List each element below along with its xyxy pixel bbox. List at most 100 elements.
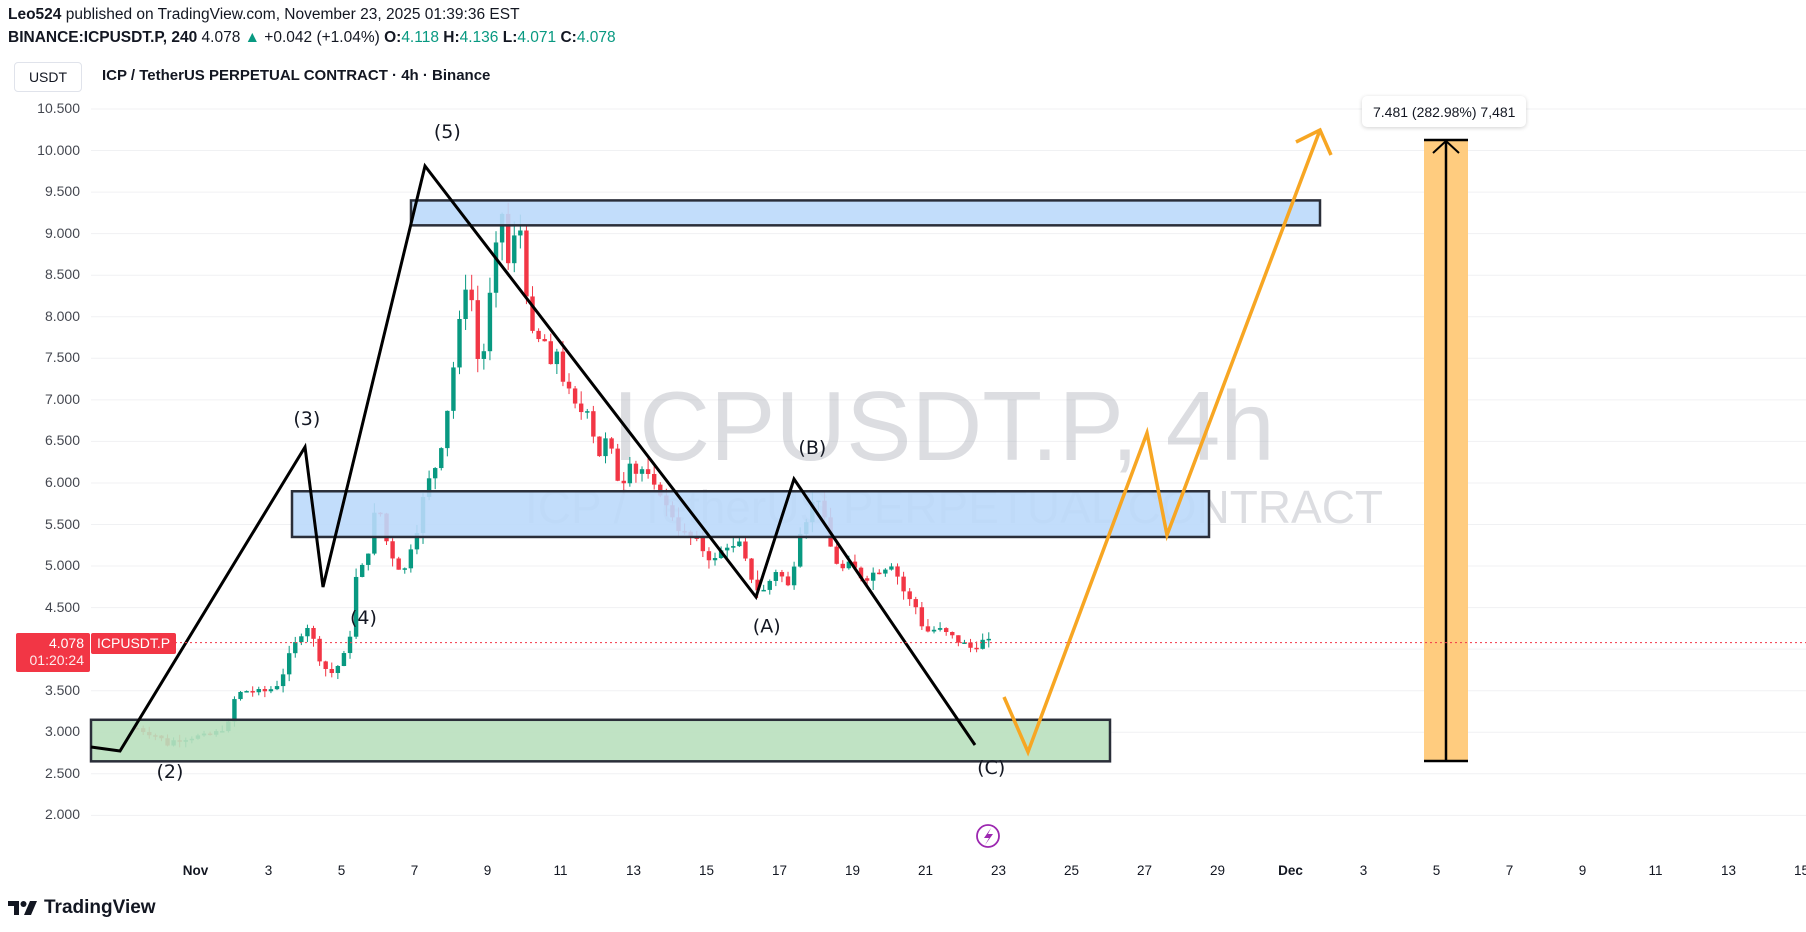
candle-body bbox=[426, 478, 432, 497]
candle-body bbox=[950, 632, 955, 636]
candle-body bbox=[895, 566, 900, 577]
price-axis-label: 7.500 bbox=[44, 349, 80, 366]
candle-body bbox=[475, 300, 480, 359]
price-change: +0.042 (+1.04%) bbox=[264, 29, 380, 46]
candle-body bbox=[359, 564, 365, 577]
projection-path bbox=[1002, 129, 1322, 757]
time-axis-label: 13 bbox=[625, 863, 642, 878]
last-price: 4.078 bbox=[201, 29, 241, 46]
candle-body bbox=[548, 341, 553, 365]
wave-label: (A) bbox=[753, 616, 781, 638]
author[interactable]: Leo524 bbox=[8, 6, 62, 23]
candle-body bbox=[931, 629, 937, 632]
published-text: published on TradingView.com, November 2… bbox=[65, 6, 520, 23]
candle-body bbox=[870, 572, 876, 581]
candle-body bbox=[402, 568, 407, 570]
time-axis-label: 21 bbox=[917, 863, 934, 878]
wave-label: (C) bbox=[977, 757, 1005, 779]
candle-body bbox=[353, 576, 359, 637]
candle-body bbox=[913, 599, 918, 608]
tradingview-logo[interactable]: TradingView bbox=[8, 897, 156, 919]
close-value: 4.078 bbox=[576, 29, 616, 46]
candle-body bbox=[755, 579, 760, 591]
candle-body bbox=[718, 550, 724, 559]
candle-body bbox=[609, 438, 614, 449]
candle-body bbox=[366, 553, 371, 565]
candle-body bbox=[603, 438, 608, 457]
candle-body bbox=[651, 474, 657, 485]
candle-body bbox=[408, 549, 414, 569]
time-axis-label: 15 bbox=[1793, 863, 1806, 878]
price-axis-label: 8.000 bbox=[44, 307, 80, 324]
candle-body bbox=[840, 563, 845, 569]
symbol-price-label: ICPUSDT.P bbox=[91, 633, 177, 654]
candle-body bbox=[591, 411, 596, 437]
candle-body bbox=[962, 642, 967, 644]
candle-body bbox=[262, 689, 268, 692]
candle-body bbox=[286, 653, 292, 675]
currency-button[interactable]: USDT bbox=[14, 62, 82, 92]
price-axis-label: 8.500 bbox=[44, 266, 80, 283]
candle-body bbox=[414, 533, 420, 550]
open-label: O: bbox=[384, 29, 402, 46]
tradingview-logo-icon bbox=[8, 901, 37, 915]
candle-body bbox=[889, 566, 894, 570]
time-axis-label: 5 bbox=[1432, 863, 1441, 878]
time-axis-label: 11 bbox=[1648, 863, 1663, 878]
support-zone bbox=[89, 718, 1112, 763]
time-axis-label: 9 bbox=[1578, 863, 1587, 878]
candle-body bbox=[901, 576, 906, 592]
price-axis-label: 6.500 bbox=[44, 432, 80, 449]
candle-body bbox=[432, 468, 438, 479]
candle-body bbox=[341, 653, 347, 666]
candle-body bbox=[323, 661, 328, 669]
time-axis-label: 29 bbox=[1209, 863, 1226, 878]
price-axis-label: 3.500 bbox=[44, 681, 80, 698]
time-axis-label: 3 bbox=[264, 863, 273, 878]
time-axis-label: Dec bbox=[1278, 863, 1303, 878]
candle-body bbox=[445, 410, 450, 449]
candle-body bbox=[980, 639, 985, 649]
price-axis-label: 2.000 bbox=[44, 806, 80, 823]
candle-body bbox=[639, 469, 645, 474]
watermark-symbol: ICPUSDT.P, 4h bbox=[612, 371, 1275, 481]
symbol-info-line: BINANCE:ICPUSDT.P, 240 4.078 ▲ +0.042 (+… bbox=[8, 29, 616, 47]
time-axis-label: 17 bbox=[771, 863, 788, 878]
candle-body bbox=[712, 558, 718, 561]
candle-body bbox=[512, 235, 517, 264]
candle-body bbox=[974, 647, 979, 650]
candle-body bbox=[572, 388, 578, 404]
price-axis-label: 9.500 bbox=[44, 183, 80, 200]
candle-body bbox=[560, 351, 566, 382]
resistance-zone-mid bbox=[290, 490, 1211, 539]
lightning-bolt-icon bbox=[984, 828, 993, 845]
time-axis-label: 11 bbox=[553, 863, 568, 878]
candle-body bbox=[305, 627, 310, 637]
high-label: H: bbox=[443, 29, 460, 46]
price-axis-label: 7.000 bbox=[44, 390, 80, 407]
chart-title: ICP / TetherUS PERPETUAL CONTRACT · 4h ·… bbox=[102, 67, 491, 84]
candle-body bbox=[530, 296, 535, 331]
candle-body bbox=[858, 567, 864, 579]
high-value: 4.136 bbox=[459, 29, 499, 46]
candle-body bbox=[615, 448, 620, 481]
candle-body bbox=[737, 541, 742, 547]
candle-body bbox=[493, 242, 499, 293]
candle-body bbox=[925, 626, 931, 632]
tradingview-wordmark: TradingView bbox=[44, 897, 156, 918]
candle-body bbox=[505, 213, 511, 264]
candle-body bbox=[956, 635, 961, 643]
price-axis-label: 5.500 bbox=[44, 515, 80, 532]
time-axis-label: 3 bbox=[1359, 863, 1368, 878]
range-arrow-head-icon bbox=[1432, 139, 1460, 154]
current-price-value: 4.078 bbox=[48, 635, 84, 651]
candle-body bbox=[937, 628, 943, 630]
candle-body bbox=[578, 403, 584, 413]
candle-body bbox=[396, 558, 401, 570]
candle-body bbox=[791, 566, 797, 586]
time-axis-label: Nov bbox=[182, 863, 209, 878]
elliott-wave-lines bbox=[90, 162, 977, 753]
wave-label: (3) bbox=[293, 408, 320, 430]
candle-body bbox=[597, 436, 602, 457]
